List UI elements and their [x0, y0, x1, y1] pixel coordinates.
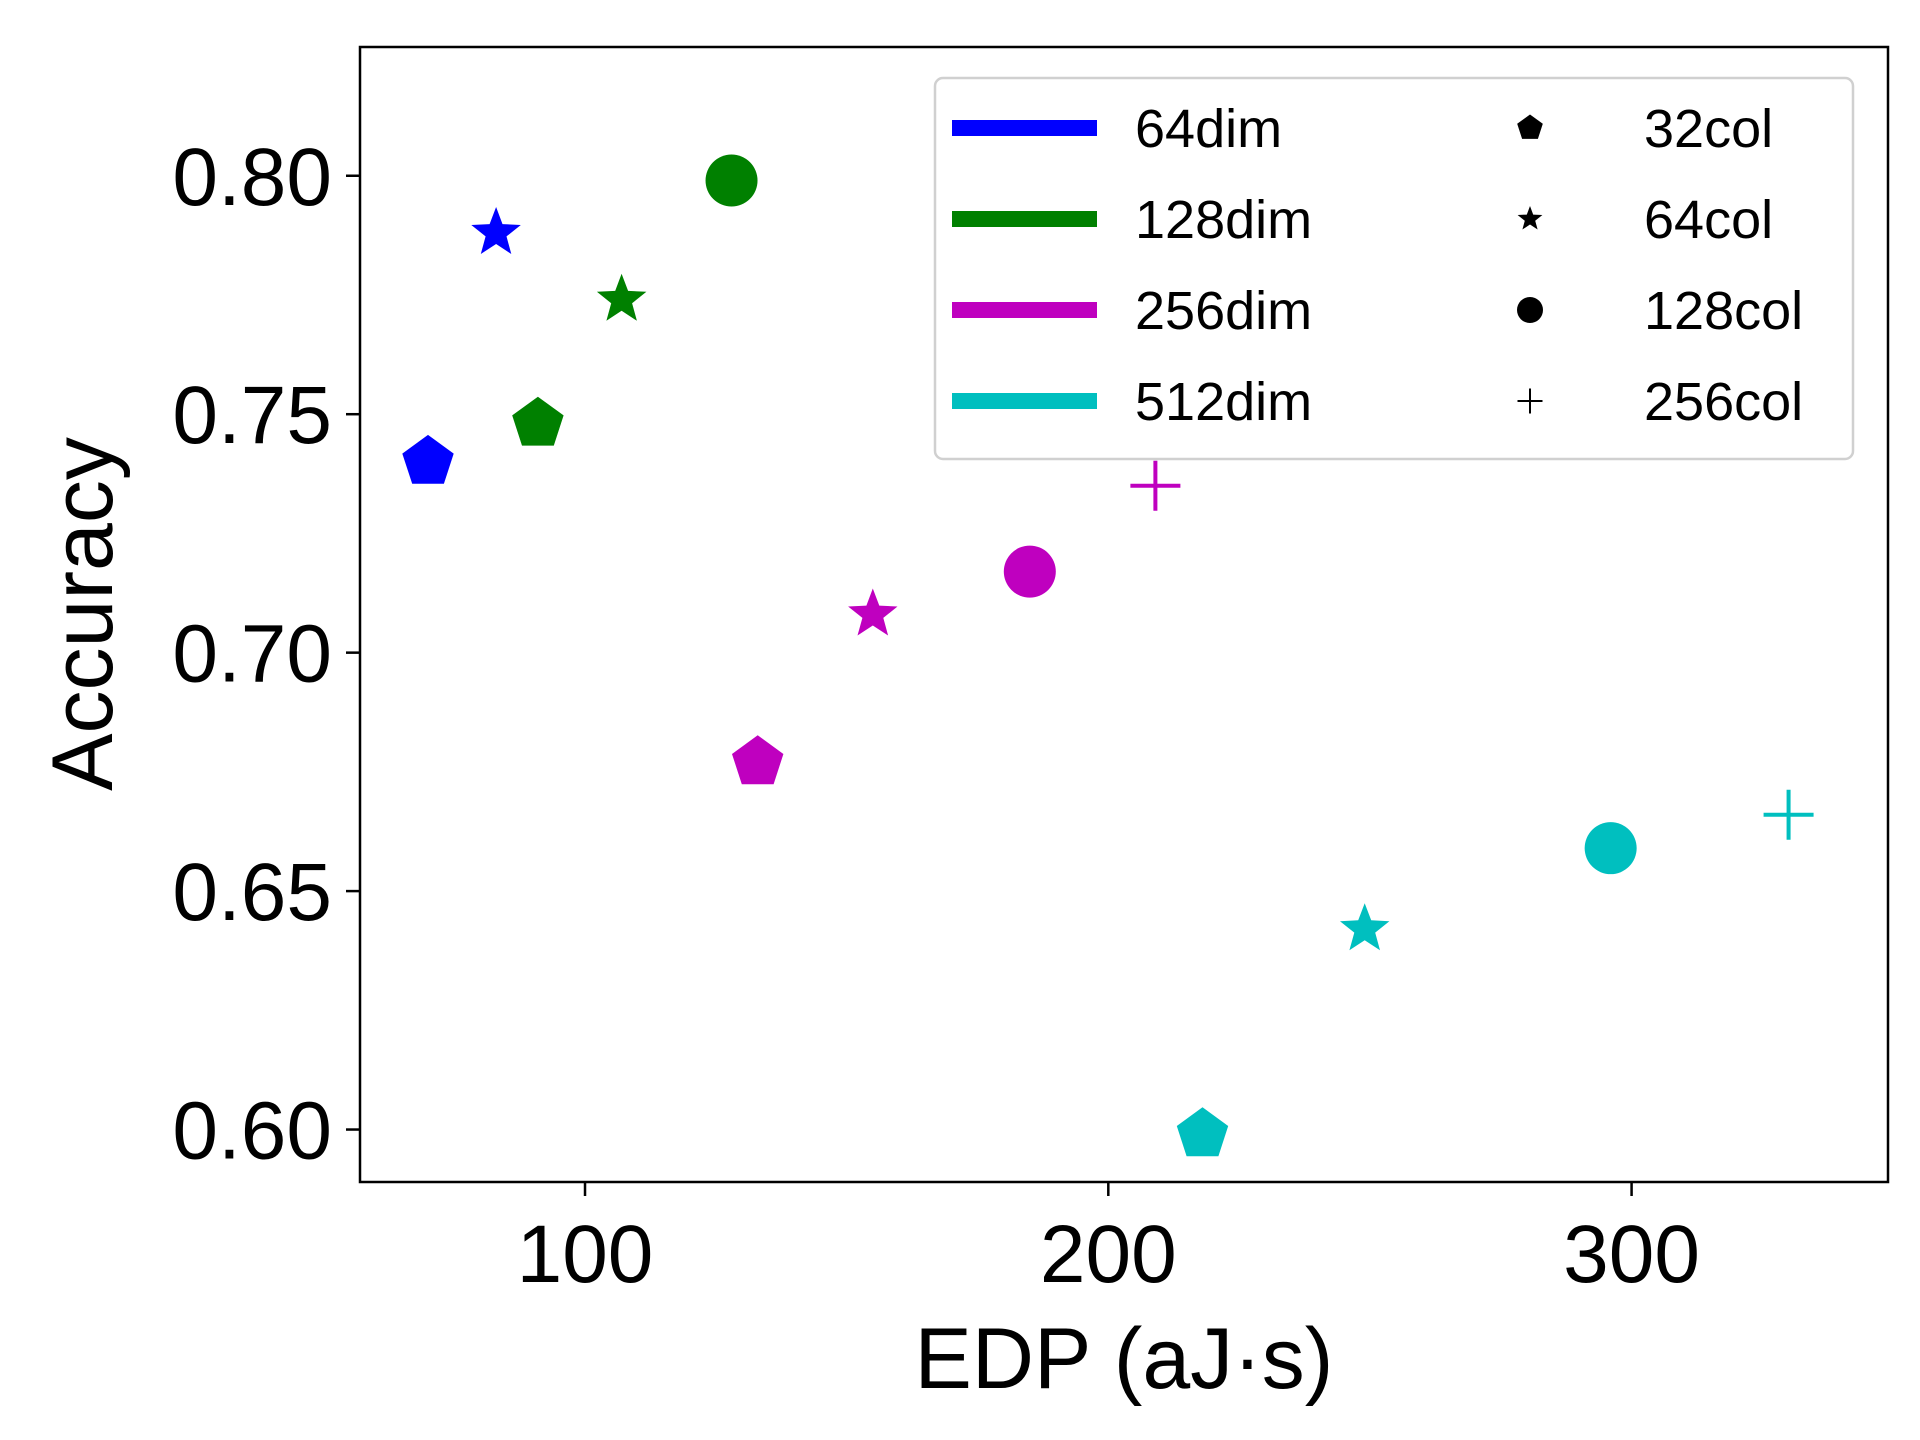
y-tick-label: 0.75: [172, 370, 332, 461]
y-tick-label: 0.65: [172, 847, 332, 938]
data-point-512dim-256col: [1763, 789, 1814, 840]
data-point-256dim-128col: [1003, 545, 1056, 598]
data-point-64dim-32col: [402, 434, 454, 484]
data-point-256dim-32col: [732, 735, 784, 785]
y-axis-title: Accuracy: [35, 437, 131, 791]
data-point-512dim-32col: [1176, 1107, 1229, 1157]
legend-label-128dim: 128dim: [1135, 190, 1312, 250]
x-tick-label: 300: [1563, 1209, 1700, 1300]
legend: 64dim 128dim 256dim 512dim 32col 64col 128col 2…: [933, 76, 1855, 461]
data-point-128dim-64col: [596, 273, 647, 321]
legend-marker-256col: [1517, 388, 1543, 414]
plot-area: [402, 154, 1814, 1157]
legend-label-64dim: 64dim: [1135, 99, 1282, 159]
y-tick-label: 0.60: [172, 1086, 332, 1177]
x-tick-label: 200: [1040, 1209, 1177, 1300]
data-point-512dim-64col: [1340, 903, 1390, 951]
x-tick-label: 100: [517, 1209, 654, 1300]
data-point-512dim-128col: [1584, 822, 1637, 875]
x-axis-title: EDP (aJ·s): [915, 1311, 1334, 1407]
legend-label-32col: 32col: [1644, 99, 1773, 159]
axes: 100 200 300 0.60 0.65 0.70 0.75 0.80: [172, 132, 1700, 1300]
data-point-256dim-64col: [848, 588, 898, 636]
y-tick-label: 0.70: [172, 609, 332, 700]
y-tick-label: 0.80: [172, 132, 332, 223]
legend-label-64col: 64col: [1644, 190, 1773, 250]
data-point-64dim-64col: [471, 207, 521, 254]
legend-label-128col: 128col: [1644, 281, 1803, 341]
plot-frame: [358, 45, 1890, 1184]
legend-marker-64col: [1517, 206, 1543, 230]
legend-frame: [933, 76, 1855, 461]
legend-label-256col: 256col: [1644, 372, 1803, 432]
data-point-128dim-32col: [512, 396, 564, 446]
data-point-256dim-256col: [1130, 460, 1181, 511]
legend-label-512dim: 512dim: [1135, 372, 1312, 432]
legend-marker-128col: [1517, 297, 1543, 323]
legend-marker-32col: [1517, 114, 1543, 139]
data-point-128dim-128col: [705, 154, 758, 207]
legend-label-256dim: 256dim: [1135, 281, 1312, 341]
